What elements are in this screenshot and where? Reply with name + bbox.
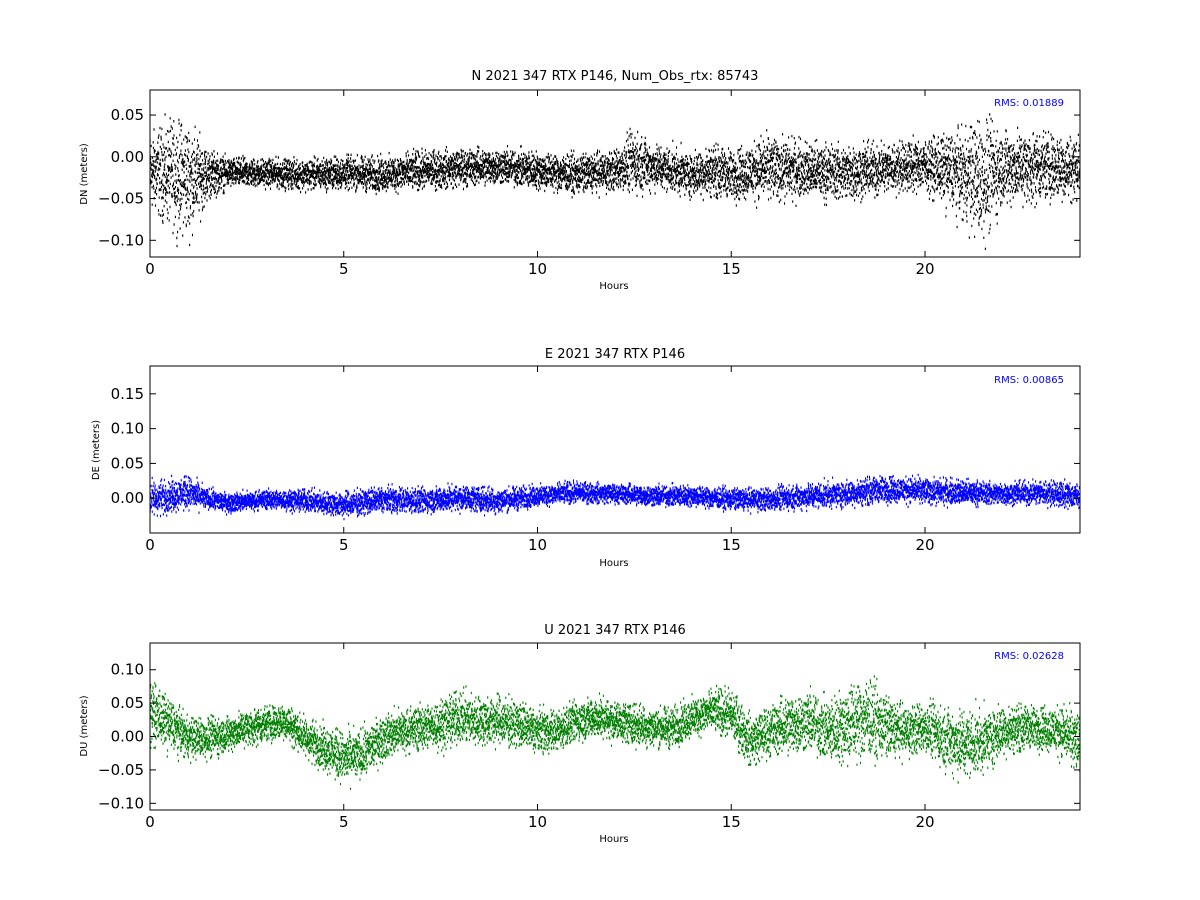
up-data-points (150, 675, 1080, 790)
east-title: E 2021 347 RTX P146 (545, 347, 685, 362)
east-x-tick-label: 0 (145, 536, 155, 554)
north-ylabel: DN (meters) (79, 143, 90, 205)
north-y-tick-label: 0.00 (111, 148, 144, 166)
east-y-tick-label: 0.10 (111, 420, 144, 438)
north-axis-ticks: 0 5 10 15 20 −0.10 −0.05 0.00 0.05 (98, 90, 1080, 278)
up-xlabel: Hours (599, 834, 628, 845)
north-x-tick-label: 10 (528, 260, 547, 278)
east-axis-ticks: 0 5 10 15 20 0.00 0.05 0.10 0.15 (111, 366, 1080, 554)
east-ylabel: DE (meters) (91, 420, 102, 480)
up-y-tick-label: 0.10 (111, 661, 144, 679)
north-y-tick-label: 0.05 (111, 106, 144, 124)
up-scatter-series (150, 675, 1080, 790)
up-axis-ticks: 0 5 10 15 20 −0.10 −0.05 0.00 0.05 0.10 (98, 643, 1080, 831)
up-x-tick-label: 10 (528, 813, 547, 831)
up-title: U 2021 347 RTX P146 (544, 623, 686, 638)
north-scatter-series (150, 113, 1080, 250)
north-x-tick-label: 20 (915, 260, 934, 278)
up-y-tick-label: −0.10 (98, 794, 144, 812)
north-rms-label: RMS: 0.01889 (994, 98, 1064, 109)
east-x-tick-label: 10 (528, 536, 547, 554)
north-title: N 2021 347 RTX P146, Num_Obs_rtx: 85743 (472, 69, 759, 84)
north-panel: N 2021 347 RTX P146, Num_Obs_rtx: 85743 … (79, 69, 1081, 292)
up-y-tick-label: 0.00 (111, 728, 144, 746)
north-y-tick-label: −0.10 (98, 231, 144, 249)
east-plot-frame (149, 365, 1081, 534)
up-ylabel: DU (meters) (79, 695, 90, 756)
north-x-tick-label: 0 (145, 260, 155, 278)
east-xlabel: Hours (599, 558, 628, 569)
east-rms-label: RMS: 0.00865 (994, 375, 1064, 386)
north-x-tick-label: 5 (339, 260, 349, 278)
north-data-points (150, 113, 1080, 250)
up-x-tick-label: 15 (722, 813, 741, 831)
east-data-points (150, 473, 1080, 521)
east-scatter-series (150, 473, 1080, 521)
east-y-tick-label: 0.05 (111, 454, 144, 472)
up-rms-label: RMS: 0.02628 (994, 651, 1064, 662)
east-x-tick-label: 20 (915, 536, 934, 554)
east-x-tick-label: 15 (722, 536, 741, 554)
up-x-tick-label: 5 (339, 813, 349, 831)
north-x-tick-label: 15 (722, 260, 741, 278)
up-x-tick-label: 20 (915, 813, 934, 831)
east-y-tick-label: 0.15 (111, 385, 144, 403)
east-panel: E 2021 347 RTX P146 DE (meters) Hours 0 5… (91, 347, 1081, 569)
up-y-tick-label: −0.05 (98, 761, 144, 779)
up-y-tick-label: 0.05 (111, 694, 144, 712)
north-plot-frame (149, 89, 1081, 258)
east-x-tick-label: 5 (339, 536, 349, 554)
north-y-tick-label: −0.05 (98, 190, 144, 208)
up-plot-frame (149, 642, 1081, 811)
up-x-tick-label: 0 (145, 813, 155, 831)
up-panel: U 2021 347 RTX P146 DU (meters) Hours 0 5… (79, 623, 1081, 845)
north-xlabel: Hours (599, 281, 628, 292)
east-y-tick-label: 0.00 (111, 489, 144, 507)
